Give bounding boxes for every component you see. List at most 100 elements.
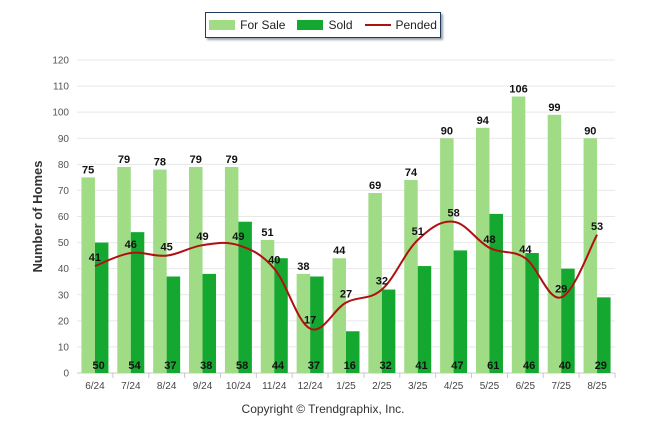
y-tick-label: 20 [58,316,70,327]
legend-item-pended[interactable]: Pended [364,18,437,32]
data-label-for-sale: 51 [261,227,273,239]
data-label-sold: 46 [523,360,535,372]
bar-sold [597,297,611,373]
bar-sold [310,276,324,373]
data-label-sold: 50 [93,360,105,372]
legend-label-pended: Pended [395,18,437,32]
x-tick-label: 1/25 [336,381,356,392]
data-label-sold: 47 [451,360,463,372]
y-tick-label: 30 [58,290,70,301]
data-label-for-sale: 78 [154,157,166,169]
bar-for-sale [332,258,346,373]
bar-sold [489,213,503,373]
data-label-sold: 40 [559,360,571,372]
data-label-pended: 45 [161,242,173,254]
y-tick-label: 10 [58,342,70,353]
bar-for-sale [583,138,598,373]
y-tick-label: 120 [52,56,69,67]
bar-sold [525,253,539,373]
legend-item-for-sale[interactable]: For Sale [209,18,285,32]
bar-sold [202,273,217,373]
data-label-for-sale: 79 [190,154,202,166]
data-label-pended: 46 [125,239,137,251]
x-tick-label: 4/25 [444,381,464,392]
x-tick-label: 6/24 [85,381,105,392]
y-tick-label: 90 [58,134,70,145]
data-label-sold: 41 [415,360,427,372]
data-label-for-sale: 44 [333,245,346,257]
bar-for-sale [511,96,526,374]
data-label-for-sale: 74 [405,167,418,179]
data-label-sold: 58 [236,360,248,372]
bar-for-sale [81,177,95,373]
data-label-sold: 44 [272,360,285,372]
bar-sold [417,266,432,373]
bar-sold [381,289,396,373]
x-tick-label: 5/25 [480,381,500,392]
bar-for-sale [404,179,418,373]
series-line-pended [94,220,598,331]
x-tick-label: 6/25 [516,381,536,392]
legend-swatch-for-sale [209,20,236,30]
bar-for-sale [189,166,203,373]
x-tick-label: 8/25 [587,381,607,392]
bar-for-sale [153,169,167,373]
bar-sold [274,258,288,373]
data-label-for-sale: 75 [82,164,94,176]
data-label-for-sale: 79 [118,154,130,166]
y-tick-label: 80 [58,160,70,171]
bar-for-sale [475,127,490,373]
x-tick-label: 7/24 [121,381,141,392]
bar-for-sale [224,166,239,373]
data-label-sold: 29 [595,360,607,372]
data-label-pended: 27 [340,289,352,301]
y-tick-label: 40 [58,264,70,275]
data-label-pended: 51 [412,226,424,238]
x-tick-label: 7/25 [551,381,571,392]
legend-swatch-sold [297,20,324,30]
legend-item-sold[interactable]: Sold [297,18,353,32]
bar-sold [166,276,181,373]
bar-sold [238,221,252,373]
data-label-sold: 32 [379,360,391,372]
data-label-sold: 54 [128,360,141,372]
data-label-for-sale: 79 [226,154,238,166]
x-tick-label: 9/24 [193,381,213,392]
legend-label-sold: Sold [328,18,353,32]
legend: For Sale Sold Pended [205,12,441,38]
y-tick-label: 60 [58,212,70,223]
data-label-pended: 58 [447,208,459,220]
data-label-pended: 53 [591,221,603,233]
data-label-for-sale: 99 [548,102,560,114]
x-tick-label: 12/24 [298,381,323,392]
x-tick-label: 3/25 [408,381,428,392]
data-label-pended: 49 [196,231,208,243]
bar-sold [94,242,109,373]
bar-sold [346,331,360,373]
bar-sold [130,232,145,373]
y-tick-label: 0 [63,369,69,380]
x-tick-label: 11/24 [262,381,287,392]
y-tick-label: 70 [58,186,70,197]
bar-for-sale [440,138,454,373]
x-tick-label: 8/24 [157,381,177,392]
data-label-for-sale: 106 [509,84,527,96]
data-label-pended: 29 [555,283,567,295]
data-label-for-sale: 69 [369,180,381,192]
data-label-pended: 41 [89,252,101,264]
bar-for-sale [260,239,275,373]
data-label-pended: 32 [376,276,388,288]
data-label-for-sale: 94 [477,115,490,127]
data-label-pended: 40 [268,255,280,267]
data-label-sold: 37 [164,360,176,372]
data-label-pended: 17 [304,315,316,327]
data-label-for-sale: 90 [584,125,596,137]
bar-for-sale [117,166,131,373]
data-label-pended: 49 [232,231,244,243]
data-label-sold: 61 [487,360,499,372]
y-tick-label: 110 [53,82,69,93]
data-label-pended: 44 [519,244,532,256]
data-label-for-sale: 90 [441,125,453,137]
data-label-sold: 37 [308,360,320,372]
